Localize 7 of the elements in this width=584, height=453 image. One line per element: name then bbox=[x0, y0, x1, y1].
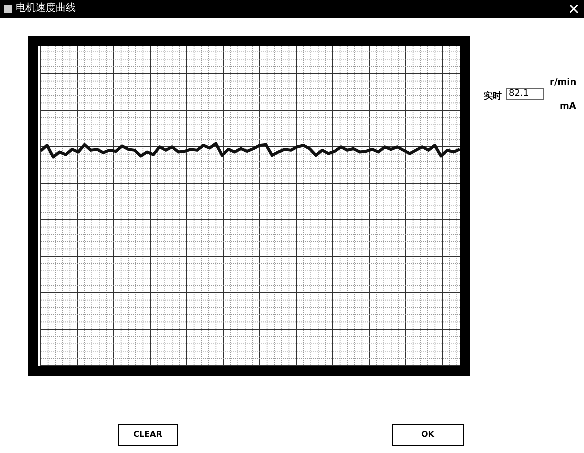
text: 82.1 bbox=[506, 88, 544, 100]
text: r/min bbox=[550, 78, 577, 88]
text: OK bbox=[392, 424, 464, 446]
text: 实时 bbox=[484, 90, 502, 103]
text: mA bbox=[560, 102, 576, 112]
chart-title: 电机速度曲线 bbox=[16, 2, 76, 16]
text: CLEAR bbox=[118, 424, 178, 446]
